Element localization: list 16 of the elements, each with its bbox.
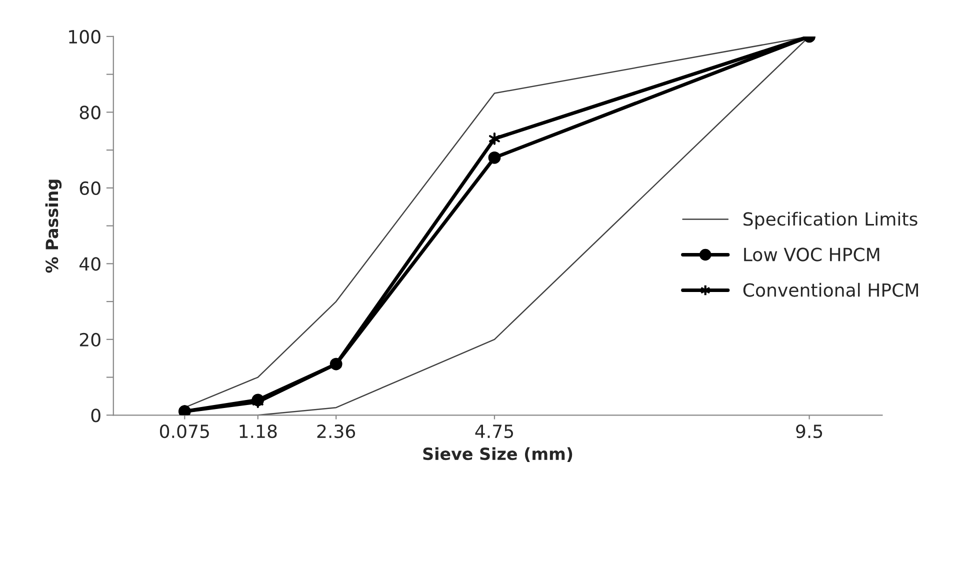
y-tick-label: 60: [80, 181, 100, 196]
y-tick-label: 80: [80, 106, 100, 120]
x-tick-label: 0.075: [160, 424, 209, 438]
x-tick-label: 9.5: [796, 424, 822, 438]
legend-label: Specification Limits: [744, 212, 918, 230]
y-axis-title: % Passing: [45, 180, 62, 273]
y-tick-label: 0: [91, 408, 100, 422]
legend-label: Low VOC HPCM: [744, 248, 880, 262]
y-tick-label: 40: [80, 257, 100, 271]
x-tick-label: 4.75: [475, 424, 514, 438]
legend-label: Conventional HPCM: [743, 282, 918, 297]
y-tick-label: 20: [80, 332, 100, 347]
y-tick-label: 100: [69, 30, 100, 44]
x-tick-label: 1.18: [240, 424, 277, 438]
x-axis-title: Sieve Size (mm): [423, 447, 572, 462]
x-tick-label: 2.36: [317, 424, 356, 438]
